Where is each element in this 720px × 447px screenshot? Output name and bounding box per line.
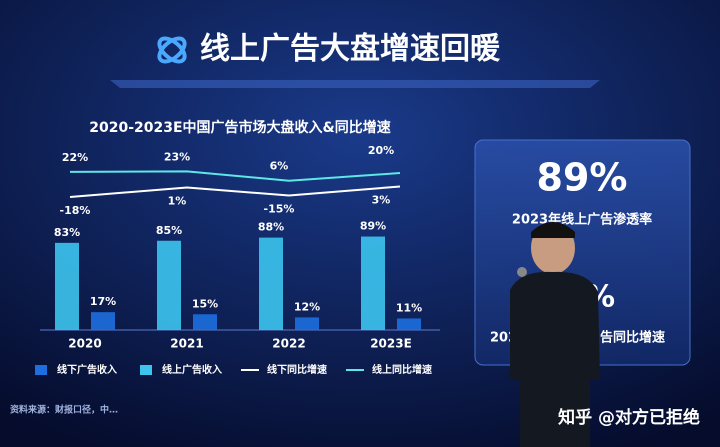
- line-value-label: 6%: [270, 160, 289, 173]
- chart-title: 2020-2023E中国广告市场大盘收入&同比增速: [89, 119, 391, 136]
- legend-swatch: [140, 365, 152, 375]
- bar: [397, 318, 421, 330]
- x-tick-label: 2021: [170, 337, 203, 351]
- line-value-label: -18%: [60, 204, 91, 217]
- legend-label: 线下广告收入: [57, 363, 117, 376]
- bar: [361, 236, 385, 330]
- bar-value-label: 83%: [54, 226, 80, 239]
- line-value-label: 22%: [62, 151, 88, 164]
- logo-icon: [157, 36, 187, 64]
- bar-value-label: 17%: [90, 295, 116, 308]
- x-tick-label: 2022: [272, 337, 305, 351]
- bar-value-label: 15%: [192, 297, 218, 310]
- legend-label: 线上同比增速: [372, 363, 432, 376]
- bar: [91, 312, 115, 330]
- legend-label: 线上广告收入: [162, 363, 222, 376]
- bar: [55, 242, 79, 330]
- bar-value-label: 89%: [360, 220, 386, 233]
- line-value-label: 3%: [372, 194, 391, 207]
- line-value-label: 1%: [168, 195, 187, 208]
- x-tick-label: 2020: [68, 337, 101, 351]
- title-underline: [110, 80, 600, 88]
- line: [69, 185, 401, 198]
- slide-title: 线上广告大盘增速回暖: [200, 32, 501, 67]
- bar-value-label: 88%: [258, 221, 284, 234]
- bar: [259, 237, 283, 330]
- panel-headline: 89%: [537, 156, 628, 200]
- bar: [157, 240, 181, 330]
- legend-swatch: [35, 365, 47, 375]
- line-value-label: 23%: [164, 150, 190, 163]
- legend-label: 线下同比增速: [267, 363, 327, 376]
- line-value-label: -15%: [264, 203, 295, 216]
- bar: [295, 317, 319, 330]
- source-note: 资料来源：财报口径，中…: [10, 404, 118, 416]
- bar-value-label: 12%: [294, 300, 320, 313]
- speaker: [510, 222, 600, 447]
- panel-caption: 2023年线上广告渗透率: [512, 212, 652, 228]
- panel-hidden-suffix: 告同比增速: [600, 330, 665, 346]
- line-value-label: 20%: [368, 144, 394, 157]
- bar-value-label: 85%: [156, 224, 182, 237]
- bar: [193, 314, 217, 330]
- bar-value-label: 11%: [396, 301, 422, 314]
- watermark: 知乎 @对方已拒绝: [557, 407, 700, 428]
- line: [69, 170, 401, 182]
- x-tick-label: 2023E: [370, 337, 412, 351]
